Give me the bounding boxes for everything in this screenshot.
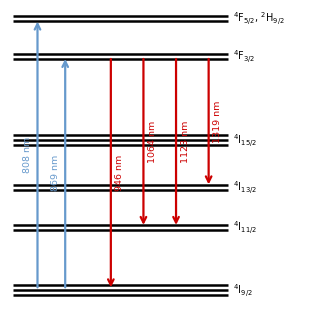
Text: $^4$F$_{5/2}$, $^2$H$_{9/2}$: $^4$F$_{5/2}$, $^2$H$_{9/2}$ — [233, 10, 285, 27]
Text: $^4$I$_{11/2}$: $^4$I$_{11/2}$ — [233, 219, 257, 236]
Text: 1123 nm: 1123 nm — [181, 121, 190, 163]
Text: $^4$I$_{15/2}$: $^4$I$_{15/2}$ — [233, 132, 257, 149]
Text: 946 nm: 946 nm — [115, 155, 125, 191]
Text: $^4$I$_{9/2}$: $^4$I$_{9/2}$ — [233, 282, 253, 299]
Text: 808 nm: 808 nm — [23, 136, 32, 173]
Text: $^4$F$_{3/2}$: $^4$F$_{3/2}$ — [233, 48, 256, 65]
Text: 869 nm: 869 nm — [51, 155, 60, 191]
Text: 1064 nm: 1064 nm — [148, 121, 157, 163]
Text: $^4$I$_{13/2}$: $^4$I$_{13/2}$ — [233, 179, 257, 196]
Text: 1319 nm: 1319 nm — [213, 100, 222, 143]
